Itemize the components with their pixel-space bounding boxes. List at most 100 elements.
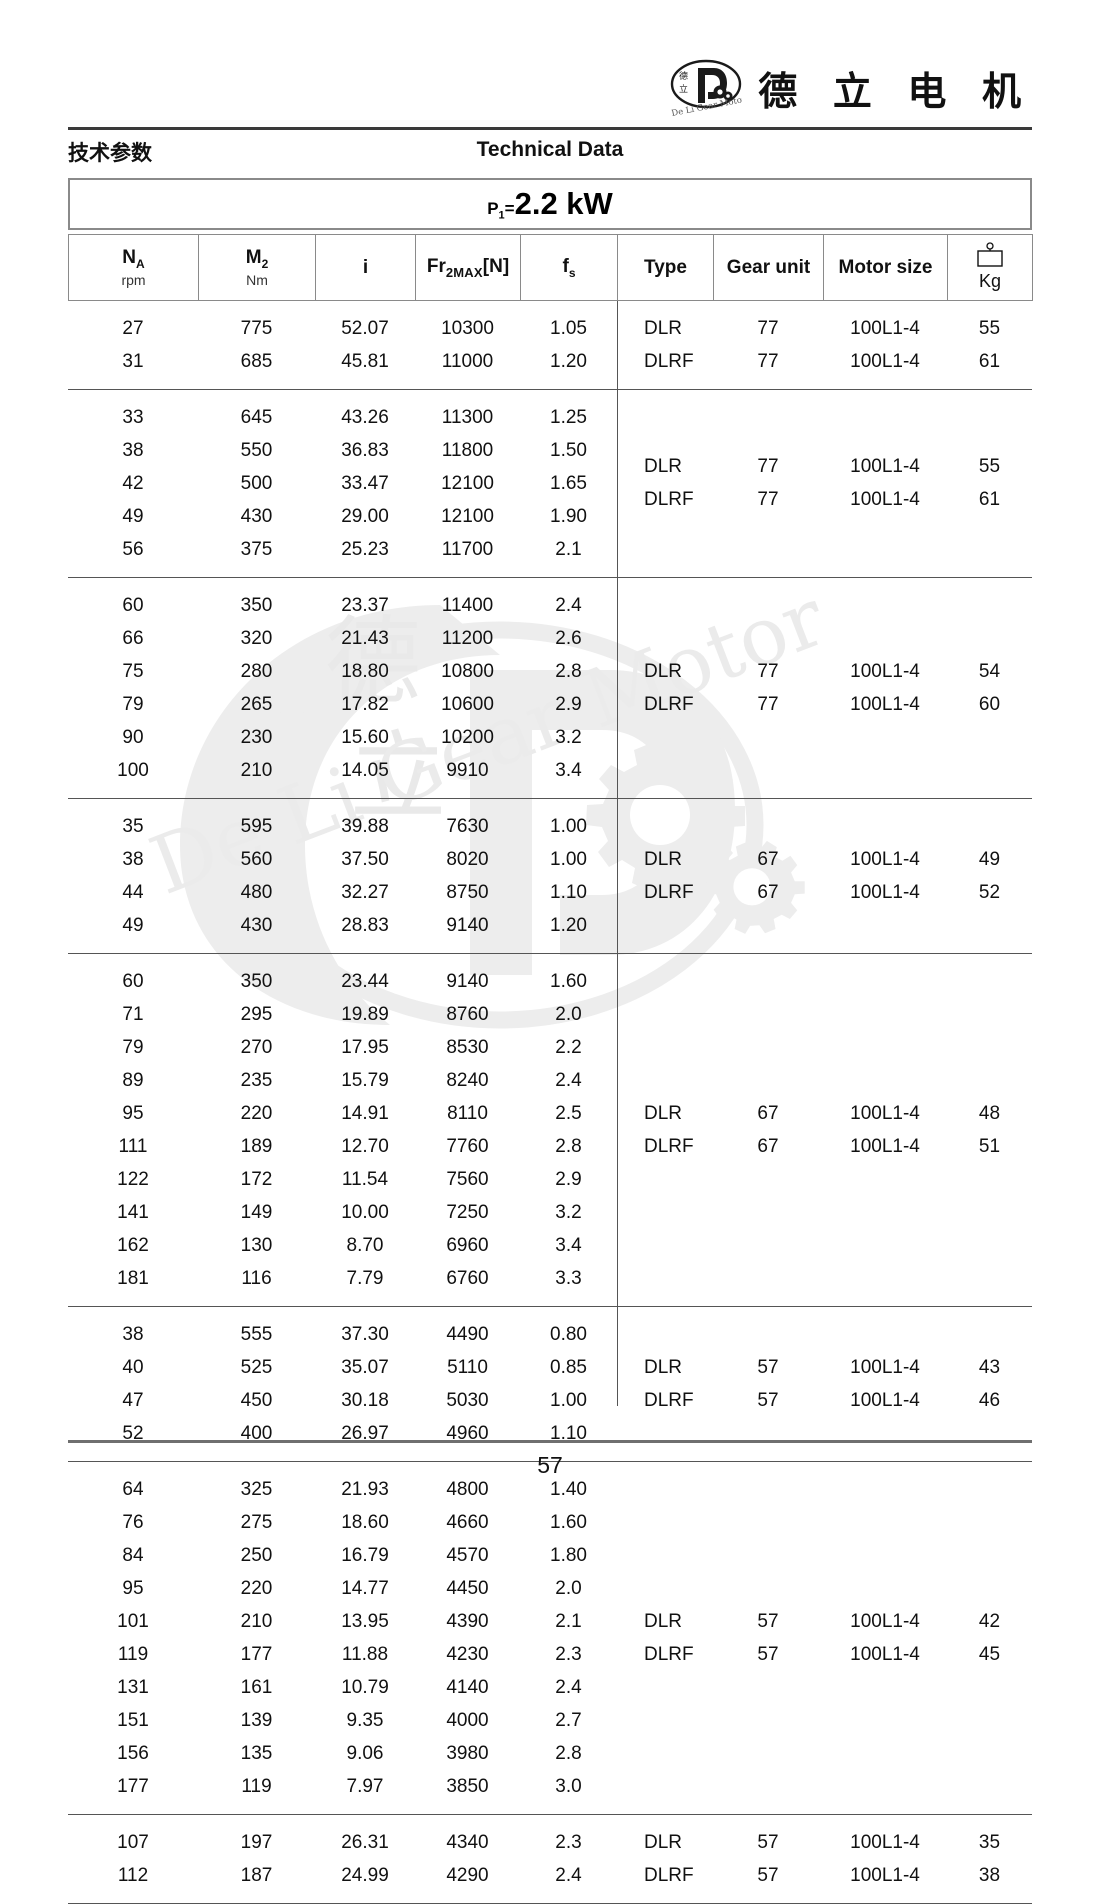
cell-i: 14.77 — [341, 1577, 389, 1599]
cell-i: 45.81 — [341, 350, 389, 372]
table-row: 177 119 7.97 3850 3.0 — [68, 1770, 617, 1803]
cell-motor-size: 100L1-4 — [850, 1356, 920, 1378]
table-row: 71 295 19.89 8760 2.0 — [68, 998, 617, 1031]
cell-i: 37.50 — [341, 848, 389, 870]
cell-fs: 1.40 — [550, 1478, 587, 1500]
cell-m2: 197 — [240, 1831, 273, 1853]
col-label-gear-unit: Gear unit — [726, 256, 811, 278]
cell-i: 26.97 — [341, 1422, 389, 1444]
cell-i: 24.99 — [341, 1864, 389, 1886]
group-variant-rows: DLR 57 100L1-4 42 DLRF 57 100L1-4 45 — [617, 1462, 1032, 1814]
cell-kg: 45 — [978, 1643, 1001, 1665]
cell-m2: 450 — [240, 1389, 273, 1411]
cell-m2: 430 — [240, 505, 273, 527]
table-row: 101 210 13.95 4390 2.1 — [68, 1605, 617, 1638]
table-row: 66 320 21.43 11200 2.6 — [68, 622, 617, 655]
cell-kg: 54 — [978, 660, 1001, 682]
cell-motor-size: 100L1-4 — [850, 881, 920, 903]
cell-gear-unit: 57 — [757, 1356, 779, 1378]
cell-na: 151 — [117, 1709, 149, 1731]
cell-gear-unit: 77 — [757, 660, 779, 682]
cell-m2: 350 — [240, 970, 273, 992]
cell-gear-unit: 77 — [757, 350, 779, 372]
table-row: 95 220 14.77 4450 2.0 — [68, 1572, 617, 1605]
cell-m2: 172 — [240, 1168, 273, 1190]
cell-fs: 0.85 — [550, 1356, 587, 1378]
cell-na: 84 — [122, 1544, 144, 1566]
cell-i: 11.88 — [341, 1643, 389, 1665]
cell-fs: 2.8 — [555, 660, 582, 682]
cell-na: 44 — [122, 881, 144, 903]
cell-na: 60 — [122, 970, 144, 992]
cell-fr: 11200 — [441, 627, 494, 649]
cell-m2: 235 — [240, 1069, 273, 1091]
cell-kg: 43 — [978, 1356, 1001, 1378]
cell-m2: 525 — [240, 1356, 273, 1378]
table-row: 111 189 12.70 7760 2.8 — [68, 1130, 617, 1163]
cell-motor-size: 100L1-4 — [850, 1610, 920, 1632]
cell-fr: 8240 — [446, 1069, 489, 1091]
section-title-en: Technical Data — [476, 138, 624, 161]
cell-fs: 2.0 — [555, 1003, 582, 1025]
variant-row: DLR 77 100L1-4 55 — [617, 312, 1032, 345]
cell-m2: 220 — [240, 1102, 273, 1124]
cell-m2: 149 — [240, 1201, 273, 1223]
table-row: 35 595 39.88 7630 1.00 — [68, 810, 617, 843]
cell-fr: 3850 — [446, 1775, 489, 1797]
cell-na: 38 — [122, 848, 144, 870]
cell-kg: 61 — [978, 350, 1001, 372]
cell-type: DLR — [644, 456, 683, 477]
cell-fs: 1.00 — [550, 1389, 587, 1411]
cell-fr: 8530 — [446, 1036, 489, 1058]
cell-fs: 1.00 — [550, 848, 587, 870]
cell-type: DLR — [644, 1610, 683, 1632]
cell-gear-unit: 67 — [757, 1102, 779, 1124]
table-row: 90 230 15.60 10200 3.2 — [68, 721, 617, 754]
cell-m2: 645 — [240, 406, 273, 428]
cell-i: 43.26 — [341, 406, 389, 428]
cell-type: DLRF — [644, 1864, 694, 1886]
power-rating-box: P1=2.2 kW — [68, 178, 1032, 230]
cell-m2: 555 — [240, 1323, 273, 1345]
cell-m2: 320 — [240, 627, 273, 649]
variant-row: DLRF 77 100L1-4 61 — [617, 345, 1032, 378]
cell-fr: 4230 — [446, 1643, 489, 1665]
col-header-m2: M2 Nm — [198, 234, 316, 301]
variant-row: DLR 57 100L1-4 42 — [617, 1605, 1032, 1638]
variant-row: DLRF 77 100L1-4 61 — [617, 484, 1032, 517]
table-row: 79 270 17.95 8530 2.2 — [68, 1031, 617, 1064]
table-row: 64 325 21.93 4800 1.40 — [68, 1473, 617, 1506]
company-logo-icon: 德 立 De Li Gear Motor — [670, 58, 748, 120]
group-ratio-rows: 27 775 52.07 10300 1.05 31 685 45.81 11000 1.20 — [68, 301, 617, 389]
cell-na: 38 — [122, 1323, 144, 1345]
table-row: 31 685 45.81 11000 1.20 — [68, 345, 617, 378]
data-group: 107 197 26.31 4340 2.3 112 187 24.99 4290 2.4 DLR 5… — [68, 1814, 1032, 1904]
cell-gear-unit: 77 — [757, 456, 779, 477]
cell-i: 29.00 — [341, 505, 389, 527]
cell-fs: 2.5 — [555, 1102, 582, 1124]
table-row: 95 220 14.91 8110 2.5 — [68, 1097, 617, 1130]
cell-motor-size: 100L1-4 — [850, 1389, 920, 1411]
header-rule — [68, 127, 1032, 130]
cell-kg: 55 — [978, 456, 1001, 477]
cell-na: 64 — [122, 1478, 144, 1500]
cell-i: 37.30 — [341, 1323, 389, 1345]
cell-i: 10.79 — [341, 1676, 389, 1698]
cell-gear-unit: 57 — [757, 1864, 779, 1886]
cell-fr: 9910 — [446, 759, 489, 781]
cell-type: DLRF — [644, 350, 694, 372]
cell-m2: 135 — [240, 1742, 273, 1764]
cell-fr: 4000 — [446, 1709, 489, 1731]
cell-fr: 6960 — [446, 1234, 489, 1256]
cell-i: 32.27 — [341, 881, 389, 903]
section-header: 技术参数 Technical Data — [68, 137, 1032, 173]
cell-fr: 11400 — [441, 594, 494, 616]
cell-kg: 49 — [978, 848, 1001, 870]
data-group: 35 595 39.88 7630 1.00 38 560 37.50 8020 1.00 44 48… — [68, 798, 1032, 953]
cell-na: 177 — [117, 1775, 149, 1797]
power-symbol-sub: 1 — [498, 209, 505, 222]
cell-motor-size: 100L1-4 — [850, 848, 920, 870]
cell-fr: 12100 — [441, 505, 494, 527]
cell-m2: 325 — [240, 1478, 273, 1500]
cell-i: 12.70 — [341, 1135, 389, 1157]
